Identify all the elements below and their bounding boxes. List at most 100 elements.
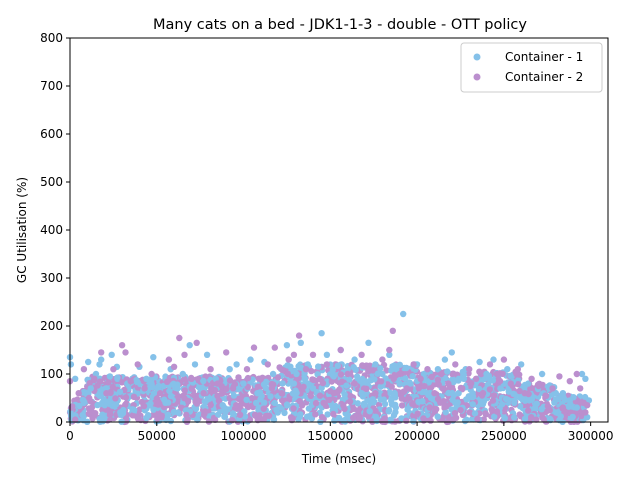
- data-point-container-1: [344, 366, 351, 373]
- chart-title: Many cats on a bed - JDK1-1-3 - double -…: [153, 17, 527, 33]
- band-point: [334, 362, 341, 369]
- band-point: [136, 406, 143, 413]
- band-point: [354, 375, 361, 383]
- data-point-container-2: [188, 375, 195, 382]
- y-tick-label: 100: [40, 367, 63, 381]
- data-point-container-1: [87, 385, 95, 392]
- band-point: [284, 362, 291, 369]
- data-point-container-1: [531, 404, 539, 411]
- data-point-container-1: [393, 366, 400, 373]
- band-point: [372, 413, 379, 420]
- band-point: [170, 408, 178, 416]
- band-point: [244, 374, 252, 382]
- data-point-container-2: [176, 334, 183, 342]
- band-point: [267, 393, 274, 400]
- data-point-container-2: [403, 385, 410, 392]
- data-point-container-1: [483, 370, 490, 378]
- band-point: [102, 385, 110, 392]
- band-point: [150, 406, 157, 413]
- band-point: [489, 397, 497, 404]
- band-point: [297, 364, 305, 371]
- legend: Container - 1 Container - 2: [460, 42, 603, 93]
- data-point-container-1: [585, 397, 593, 404]
- data-point-container-2: [243, 366, 251, 373]
- band-point: [307, 392, 314, 399]
- band-point: [202, 408, 209, 415]
- data-point-container-2: [134, 361, 141, 368]
- band-point: [279, 380, 286, 387]
- data-point-container-1: [67, 361, 75, 368]
- band-point: [167, 392, 175, 400]
- data-point-container-2: [559, 404, 567, 411]
- data-point-container-1: [276, 404, 284, 411]
- band-point: [398, 395, 405, 402]
- band-point: [330, 410, 337, 418]
- y-tick-label: 200: [40, 319, 63, 333]
- data-point-container-2: [316, 375, 324, 382]
- band-point: [293, 370, 300, 378]
- band-point: [569, 413, 576, 421]
- band-point: [496, 377, 504, 385]
- band-point: [409, 373, 416, 380]
- data-point-container-1: [290, 380, 298, 387]
- data-point-container-2: [452, 361, 459, 368]
- data-point-container-1: [511, 399, 518, 406]
- x-axis-ticks: 0 50000 100000 150000 200000 250000 300000: [66, 422, 614, 443]
- data-point-container-2: [528, 375, 535, 382]
- x-tick-label: 0: [66, 429, 74, 443]
- band-point: [214, 392, 221, 399]
- band-point: [421, 382, 428, 390]
- band-point: [76, 402, 83, 410]
- data-point-container-1: [240, 380, 247, 387]
- band-point: [341, 405, 348, 413]
- data-point-container-1: [469, 390, 476, 397]
- data-point-container-1: [559, 390, 567, 397]
- band-point: [383, 367, 390, 374]
- data-point-container-2: [351, 380, 358, 387]
- data-point-container-2: [438, 370, 445, 378]
- data-point-container-2: [479, 390, 487, 397]
- data-point-container-2: [91, 375, 98, 382]
- band-point: [366, 408, 373, 415]
- band-point: [207, 401, 214, 409]
- data-point-container-2: [323, 361, 331, 368]
- band-point: [451, 410, 459, 417]
- band-point: [546, 415, 554, 423]
- data-point-container-1: [254, 390, 261, 397]
- band-point: [499, 370, 506, 377]
- band-point: [229, 410, 237, 417]
- band-point: [163, 378, 171, 385]
- band-point: [305, 380, 312, 387]
- band-point: [316, 392, 324, 399]
- band-point: [85, 410, 93, 417]
- data-point-container-2: [549, 385, 556, 392]
- y-tick-label: 300: [40, 271, 63, 285]
- band-point: [516, 411, 523, 418]
- band-point: [360, 402, 368, 409]
- data-point-container-2: [122, 349, 129, 356]
- data-point-container-1: [162, 399, 169, 406]
- band-point: [392, 404, 399, 411]
- data-point-container-1: [212, 375, 219, 382]
- band-point: [79, 411, 86, 419]
- y-tick-label: 700: [40, 79, 63, 93]
- data-point-container-2: [389, 327, 396, 334]
- band-point: [175, 393, 182, 400]
- data-points: [66, 310, 593, 423]
- band-point: [511, 414, 518, 421]
- data-point-container-1: [400, 310, 407, 318]
- data-point-container-2: [285, 356, 292, 363]
- data-point-container-2: [80, 366, 88, 373]
- data-point-container-1: [552, 409, 560, 416]
- data-point-container-2: [98, 349, 105, 356]
- band-point: [474, 415, 481, 423]
- data-point-container-2: [493, 370, 501, 378]
- band-point: [467, 382, 474, 390]
- x-tick-label: 300000: [568, 429, 614, 443]
- data-point-container-2: [472, 375, 480, 382]
- band-point: [281, 409, 288, 417]
- band-point: [528, 396, 535, 403]
- band-point: [343, 382, 350, 389]
- band-point: [133, 376, 140, 384]
- band-point: [374, 370, 381, 377]
